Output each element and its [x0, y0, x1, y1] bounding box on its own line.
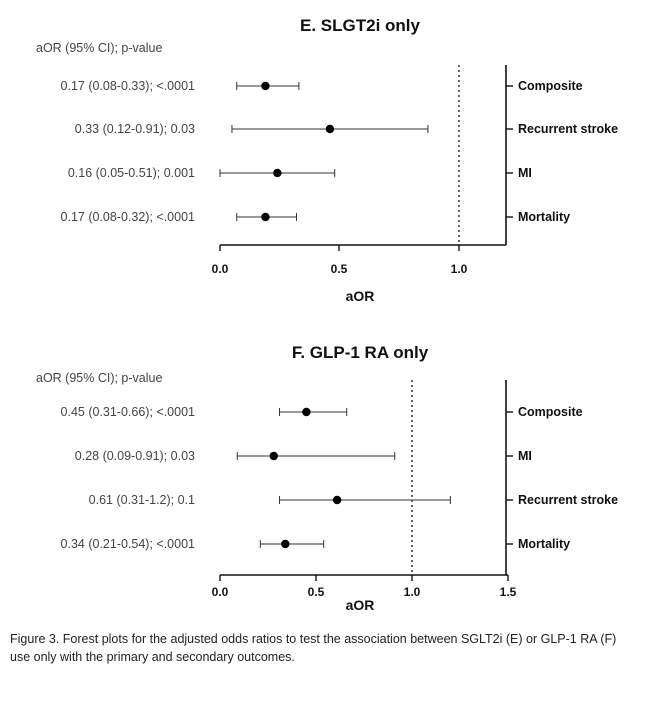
point-estimate — [269, 451, 278, 461]
outcome-label: Recurrent stroke — [518, 493, 618, 507]
figure-caption: Figure 3. Forest plots for the adjusted … — [10, 632, 617, 664]
chart-title: F. GLP-1 RA only — [292, 343, 429, 362]
outcome-label: Composite — [518, 79, 583, 93]
x-tick-label: 0.0 — [212, 262, 229, 276]
estimate-label: 0.28 (0.09-0.91); 0.03 — [75, 449, 195, 463]
x-tick-label: 0.5 — [308, 585, 325, 599]
x-tick-label: 1.5 — [500, 585, 517, 599]
x-tick-label: 0.5 — [331, 262, 348, 276]
point-estimate — [273, 168, 282, 178]
outcome-label: Mortality — [518, 210, 570, 224]
outcome-label: MI — [518, 166, 532, 180]
estimate-label: 0.33 (0.12-0.91); 0.03 — [75, 122, 195, 136]
x-axis-title: aOR — [346, 288, 375, 304]
estimate-label: 0.17 (0.08-0.33); <.0001 — [61, 79, 196, 93]
point-estimate — [261, 81, 270, 91]
point-estimate — [261, 212, 270, 222]
outcome-label: Recurrent stroke — [518, 122, 618, 136]
x-tick-label: 1.0 — [404, 585, 421, 599]
point-estimate — [332, 495, 342, 505]
point-estimate — [302, 407, 311, 417]
outcome-label: Mortality — [518, 537, 570, 551]
estimate-label: 0.34 (0.21-0.54); <.0001 — [61, 537, 196, 551]
estimate-label: 0.45 (0.31-0.66); <.0001 — [61, 405, 196, 419]
chart-title: E. SLGT2i only — [300, 16, 421, 35]
x-tick-label: 1.0 — [451, 262, 468, 276]
estimate-label: 0.16 (0.05-0.51); 0.001 — [68, 166, 195, 180]
x-tick-label: 0.0 — [212, 585, 229, 599]
estimate-label: 0.61 (0.31-1.2); 0.1 — [89, 493, 195, 507]
x-axis-title: aOR — [346, 597, 375, 613]
estimate-label: 0.17 (0.08-0.32); <.0001 — [61, 210, 196, 224]
outcome-label: Composite — [518, 405, 583, 419]
point-estimate — [281, 539, 290, 549]
estimate-column-header: aOR (95% CI); p-value — [36, 371, 162, 385]
outcome-label: MI — [518, 449, 532, 463]
point-estimate — [325, 124, 335, 134]
estimate-column-header: aOR (95% CI); p-value — [36, 41, 162, 55]
